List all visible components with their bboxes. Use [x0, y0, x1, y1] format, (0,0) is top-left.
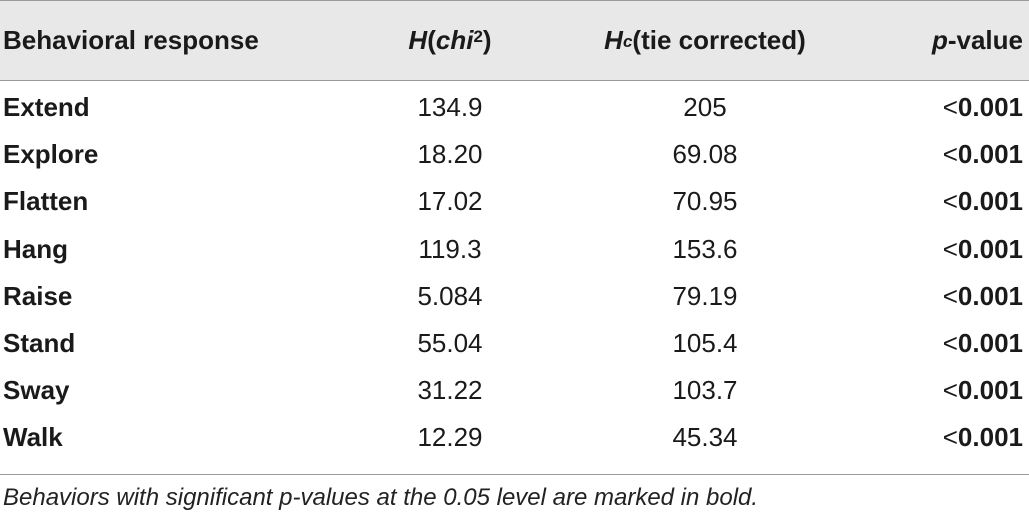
table-row: Extend 134.9 205 <0.001	[0, 84, 1029, 131]
table-row: Flatten 17.02 70.95 <0.001	[0, 178, 1029, 225]
p-value-number: 0.001	[957, 233, 1023, 264]
cell-p-value: <0.001	[860, 320, 1023, 367]
less-than-sign: <	[942, 139, 958, 170]
cell-h: 31.22	[417, 375, 483, 406]
less-than-sign: <	[942, 375, 958, 406]
cell-h: 134.9	[417, 92, 483, 122]
table-footnote: Behaviors with significant p-values at t…	[3, 484, 759, 511]
table-row: Raise 5.084 79.19 <0.001	[0, 273, 1029, 320]
cell-hc: 45.34	[672, 422, 738, 453]
cell-p-value: <0.001	[860, 226, 1023, 273]
cell-behavior: Sway	[3, 375, 70, 406]
cell-behavior: Stand	[3, 328, 76, 358]
bottom-rule	[0, 474, 1029, 475]
table-row: Explore 18.20 69.08 <0.001	[0, 131, 1029, 178]
table-row: Hang 119.3 153.6 <0.001	[0, 226, 1029, 273]
cell-behavior: Explore	[3, 139, 99, 170]
less-than-sign: <	[942, 186, 958, 217]
cell-behavior: Raise	[3, 280, 73, 311]
table-row: Walk 12.29 45.34 <0.001	[0, 414, 1029, 461]
cell-behavior: Hang	[3, 233, 68, 264]
cell-p-value: <0.001	[860, 84, 1023, 131]
cell-h: 119.3	[418, 233, 482, 264]
header-p-value: p -value	[931, 24, 1023, 55]
p-value-number: 0.001	[957, 139, 1023, 170]
cell-h: 5.084	[417, 280, 483, 311]
less-than-sign: <	[942, 328, 958, 358]
cell-hc: 105.4	[672, 328, 738, 358]
cell-hc: 79.19	[672, 280, 738, 311]
cell-p-value: <0.001	[860, 273, 1023, 320]
cell-h: 18.20	[417, 139, 483, 170]
table-header-background	[0, 0, 1029, 80]
p-value-number: 0.001	[957, 92, 1023, 122]
cell-h: 55.04	[417, 328, 483, 358]
cell-hc: 70.95	[672, 186, 738, 217]
table-row: Stand 55.04 105.4 <0.001	[0, 320, 1029, 367]
header-rule	[0, 80, 1029, 81]
cell-hc: 103.7	[672, 375, 738, 406]
table-row: Sway 31.22 103.7 <0.001	[0, 367, 1029, 414]
cell-p-value: <0.001	[860, 178, 1023, 225]
less-than-sign: <	[942, 92, 958, 122]
cell-behavior: Extend	[3, 92, 90, 122]
cell-hc: 205	[683, 92, 727, 122]
cell-h: 17.02	[417, 186, 483, 217]
cell-hc: 153.6	[672, 233, 738, 264]
cell-behavior: Flatten	[3, 186, 89, 217]
header-h-chi2: H (chi 2)	[408, 24, 492, 55]
p-value-number: 0.001	[957, 280, 1023, 311]
cell-behavior: Walk	[3, 422, 63, 453]
cell-h: 12.29	[417, 422, 483, 453]
p-value-number: 0.001	[957, 328, 1023, 358]
p-value-number: 0.001	[957, 375, 1023, 406]
cell-hc: 69.08	[672, 139, 738, 170]
cell-p-value: <0.001	[860, 367, 1023, 414]
p-value-number: 0.001	[957, 422, 1023, 453]
less-than-sign: <	[942, 233, 958, 264]
top-rule	[0, 0, 1029, 1]
cell-p-value: <0.001	[860, 414, 1023, 461]
less-than-sign: <	[942, 280, 958, 311]
p-value-number: 0.001	[957, 186, 1023, 217]
less-than-sign: <	[942, 422, 958, 453]
cell-p-value: <0.001	[860, 131, 1023, 178]
header-behavioral-response: Behavioral response	[3, 24, 259, 55]
